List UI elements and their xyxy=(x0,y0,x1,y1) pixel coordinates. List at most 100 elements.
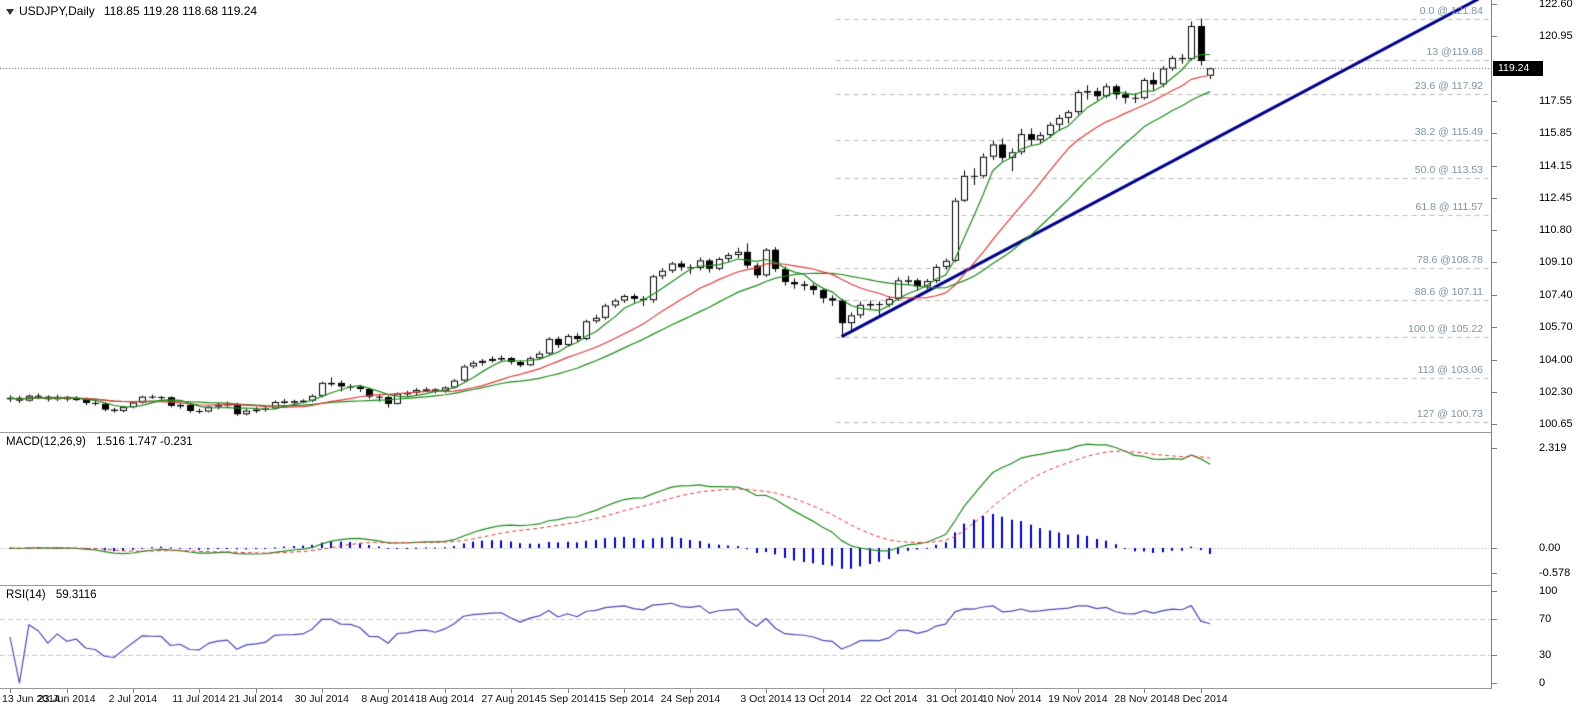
axis-tick-label: 30 xyxy=(1539,649,1552,662)
time-axis[interactable]: 13 Jun 2014 23 Jun 2014 2 Jul 2014 11 Jul 2… xyxy=(0,689,1596,718)
fib-level-label: 88.6 @ 107.11 xyxy=(1414,286,1483,299)
axis-tick-label: 2.319 xyxy=(1539,442,1567,455)
axis-tick-label: 109.10 xyxy=(1539,256,1573,269)
time-axis-tick xyxy=(10,689,11,693)
time-axis-label: 18 Aug 2014 xyxy=(415,693,475,705)
ohlc-readout: 118.85 119.28 118.68 119.24 xyxy=(103,4,258,18)
axis-tick-mark xyxy=(1492,36,1497,37)
time-axis-tick xyxy=(1012,689,1013,693)
time-axis-tick xyxy=(511,689,512,693)
time-axis-tick xyxy=(955,689,956,693)
current-price-tag: 119.24 xyxy=(1493,61,1543,77)
time-axis-tick xyxy=(67,689,68,693)
macd-values: 1.516 1.747 -0.231 xyxy=(96,436,193,448)
rsi-panel[interactable]: RSI(14) 59.3116 xyxy=(0,586,1491,688)
axis-tick-mark xyxy=(1492,230,1497,231)
time-axis-tick xyxy=(322,689,323,693)
axis-tick-label: 102.30 xyxy=(1539,386,1573,399)
fib-level-label: 100.0 @ 105.22 xyxy=(1408,322,1483,335)
panel-separator[interactable] xyxy=(0,432,1491,433)
time-axis-tick xyxy=(199,689,200,693)
symbol-timeframe-label: USDJPY,Daily xyxy=(19,4,95,18)
time-axis-label: 22 Oct 2014 xyxy=(860,693,918,705)
time-axis-tick xyxy=(823,689,824,693)
rsi-canvas[interactable] xyxy=(0,586,1491,688)
price-axis[interactable]: 119.24 122.60 120.95 117.55 115.85 114.15 112… xyxy=(1491,0,1596,689)
time-axis-label: 19 Nov 2014 xyxy=(1048,693,1108,705)
time-axis-tick xyxy=(445,689,446,693)
axis-tick-mark xyxy=(1492,133,1497,134)
fib-level-label: 78.6 @108.78 xyxy=(1416,254,1483,267)
axis-tick-label: 100.65 xyxy=(1539,418,1573,430)
time-axis-tick xyxy=(889,689,890,693)
time-axis-label: 13 Jun 2014 xyxy=(2,693,60,705)
axis-tick-mark xyxy=(1492,683,1497,684)
time-axis-label: 2 Jul 2014 xyxy=(108,693,158,705)
macd-label: MACD(12,26,9) xyxy=(6,436,86,448)
macd-canvas[interactable] xyxy=(0,433,1491,585)
macd-panel[interactable]: MACD(12,26,9) 1.516 1.747 -0.231 xyxy=(0,433,1491,585)
rsi-panel-label: RSI(14) 59.3116 xyxy=(6,589,97,601)
price-chart-canvas[interactable] xyxy=(0,0,1491,432)
axis-tick-label: 104.00 xyxy=(1539,353,1573,366)
time-axis-tick xyxy=(624,689,625,693)
axis-tick-label: 115.85 xyxy=(1539,127,1572,140)
axis-tick-label: 70 xyxy=(1539,612,1552,625)
axis-tick-label: 105.70 xyxy=(1539,321,1573,334)
panel-separator[interactable] xyxy=(0,585,1491,586)
axis-tick-mark xyxy=(1492,424,1497,425)
fib-level-label: 127 @ 100.73 xyxy=(1416,408,1483,421)
fib-level-label: 13 @119.68 xyxy=(1426,45,1483,58)
axis-tick-label: 110.80 xyxy=(1539,223,1572,236)
axis-tick-mark xyxy=(1492,198,1497,199)
time-axis-tick xyxy=(1201,689,1202,693)
axis-tick-label: 114.15 xyxy=(1539,159,1572,172)
panel-separator[interactable] xyxy=(0,688,1491,689)
time-axis-label: 27 Aug 2014 xyxy=(481,693,541,705)
time-axis-label: 3 Oct 2014 xyxy=(740,693,792,705)
axis-tick-mark xyxy=(1492,262,1497,263)
time-axis-label: 11 Jul 2014 xyxy=(172,693,226,705)
fib-level-label: 61.8 @ 111.57 xyxy=(1415,201,1484,214)
time-axis-tick xyxy=(1078,689,1079,693)
fib-level-label: 23.6 @ 117.92 xyxy=(1414,79,1483,92)
axis-tick-label: 107.40 xyxy=(1539,288,1573,301)
axis-tick-mark xyxy=(1492,448,1497,449)
fib-level-label: 38.2 @ 115.49 xyxy=(1414,126,1483,139)
axis-tick-mark xyxy=(1492,392,1497,393)
axis-tick-mark xyxy=(1492,360,1497,361)
axis-tick-mark xyxy=(1492,327,1497,328)
macd-panel-label: MACD(12,26,9) 1.516 1.747 -0.231 xyxy=(6,436,193,448)
symbol-dropdown-icon[interactable] xyxy=(6,8,14,15)
fib-level-label: 0.0 @ 121.84 xyxy=(1419,4,1483,17)
axis-tick-mark xyxy=(1492,166,1497,167)
time-axis-label: 13 Oct 2014 xyxy=(794,693,852,705)
time-axis-label: 15 Sep 2014 xyxy=(594,693,655,705)
time-axis-label: 8 Dec 2014 xyxy=(1173,693,1228,705)
time-axis-label: 8 Aug 2014 xyxy=(361,693,415,705)
time-axis-label: 10 Nov 2014 xyxy=(981,693,1042,705)
rsi-value: 59.3116 xyxy=(55,589,97,601)
time-axis-label: 31 Oct 2014 xyxy=(926,693,984,705)
axis-tick-label: 120.95 xyxy=(1539,29,1573,42)
time-axis-tick xyxy=(1144,689,1145,693)
time-axis-tick xyxy=(568,689,569,693)
chart-title: USDJPY,Daily 118.85 119.28 118.68 119.24 xyxy=(6,4,257,18)
axis-tick-mark xyxy=(1492,101,1497,102)
axis-tick-mark xyxy=(1492,4,1497,5)
time-axis-label: 28 Nov 2014 xyxy=(1114,693,1174,705)
axis-tick-label: 122.60 xyxy=(1539,0,1573,11)
time-axis-label: 5 Sep 2014 xyxy=(540,693,595,705)
axis-tick-mark xyxy=(1492,548,1497,549)
time-axis-label: 30 Jul 2014 xyxy=(294,693,349,705)
fib-level-label: 50.0 @ 113.53 xyxy=(1414,163,1483,176)
time-axis-label: 21 Jul 2014 xyxy=(228,693,283,705)
main-chart-panel[interactable]: 0.0 @ 121.84 13 @119.68 23.6 @ 117.92 38.2 … xyxy=(0,0,1491,432)
axis-tick-label: 100 xyxy=(1539,585,1558,597)
time-axis-tick xyxy=(690,689,691,693)
axis-tick-label: 112.45 xyxy=(1539,192,1572,205)
time-axis-tick xyxy=(256,689,257,693)
axis-tick-label: 117.55 xyxy=(1539,94,1572,107)
axis-tick-label: -0.578 xyxy=(1539,566,1571,579)
